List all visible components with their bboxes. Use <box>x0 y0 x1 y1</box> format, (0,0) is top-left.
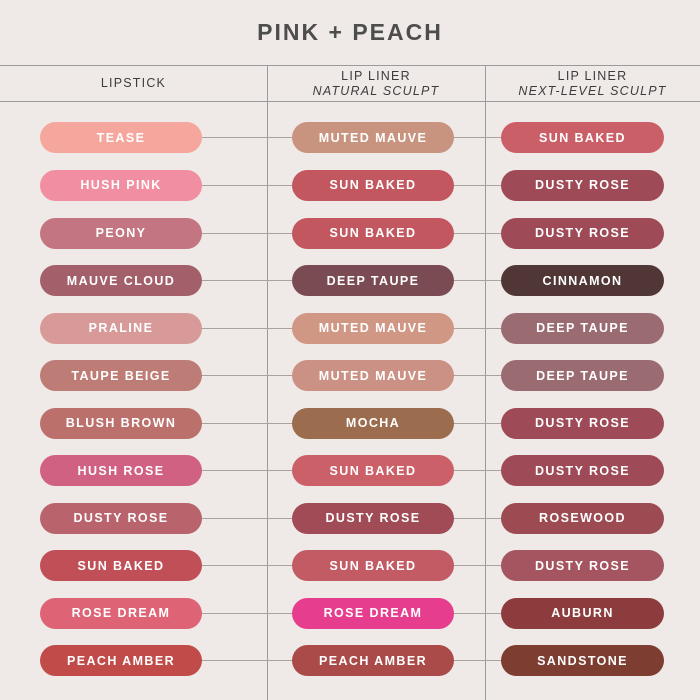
shade-swatch-label: SUN BAKED <box>539 130 626 145</box>
shade-swatch-label: DEEP TAUPE <box>536 321 629 336</box>
shade-swatch-label: SUN BAKED <box>329 226 417 240</box>
shade-swatch: SUN BAKED <box>292 217 454 249</box>
shade-swatch-label: ROSE DREAM <box>323 606 423 621</box>
shade-row: TEASE MUTED MAUVE SUN BAKED <box>0 122 700 154</box>
shade-swatch-label: MAUVE CLOUD <box>66 273 176 288</box>
shade-swatch-label: DEEP TAUPE <box>326 273 420 288</box>
shade-swatch-label: HUSH ROSE <box>77 463 165 478</box>
shade-swatch-label: PEACH AMBER <box>67 653 175 668</box>
shade-swatch: SANDSTONE <box>501 645 664 677</box>
shade-swatch-label: HUSH PINK <box>80 178 162 193</box>
column-header-sublabel: NEXT-LEVEL SCULPT <box>518 83 667 98</box>
shade-swatch: DEEP TAUPE <box>501 360 664 392</box>
shade-swatch-label: MUTED MAUVE <box>318 368 428 383</box>
column-header-label: LIP LINER <box>557 68 628 83</box>
shade-swatch-label: ROSEWOOD <box>539 511 626 526</box>
shade-swatch-label: SANDSTONE <box>537 653 628 668</box>
shade-swatch: DUSTY ROSE <box>501 169 664 201</box>
column-header-label: LIP LINER <box>341 68 411 83</box>
shade-swatch: MUTED MAUVE <box>292 360 454 392</box>
shade-swatch: ROSE DREAM <box>292 597 454 629</box>
shade-row: ROSE DREAM ROSE DREAM AUBURN <box>0 597 700 629</box>
shade-swatch-label: AUBURN <box>551 606 614 621</box>
shade-row: BLUSH BROWN MOCHA DUSTY ROSE <box>0 407 700 439</box>
shade-swatch-label: BLUSH BROWN <box>65 416 177 431</box>
shade-swatch-label: CINNAMON <box>542 273 623 288</box>
shade-row: PEACH AMBER PEACH AMBER SANDSTONE <box>0 645 700 677</box>
chart-title: PINK + PEACH <box>257 19 443 45</box>
shade-row: HUSH PINK SUN BAKED DUSTY ROSE <box>0 169 700 201</box>
shade-swatch: PRALINE <box>40 312 202 344</box>
shade-swatch-label: SUN BAKED <box>329 558 417 573</box>
shade-swatch: DUSTY ROSE <box>501 455 664 487</box>
shade-swatch: HUSH PINK <box>40 169 202 201</box>
shade-swatch: SUN BAKED <box>501 122 664 154</box>
shade-swatch: DEEP TAUPE <box>292 265 454 297</box>
column-header-label: LIPSTICK <box>100 76 167 90</box>
shade-swatch: ROSE DREAM <box>40 597 202 629</box>
shade-swatch-label: DEEP TAUPE <box>536 368 629 383</box>
shade-swatch-label: SUN BAKED <box>329 463 417 478</box>
shade-row: PRALINE MUTED MAUVE DEEP TAUPE <box>0 312 700 344</box>
shade-swatch: DUSTY ROSE <box>501 407 664 439</box>
shade-swatch-label: DUSTY ROSE <box>325 511 421 526</box>
column-header-sublabel: NATURAL SCULPT <box>312 83 440 98</box>
shade-swatch: CINNAMON <box>501 265 664 297</box>
column-header-natural-sculpt: LIP LINER NATURAL SCULPT <box>267 66 485 101</box>
shade-swatch: BLUSH BROWN <box>40 407 202 439</box>
shade-row: MAUVE CLOUD DEEP TAUPE CINNAMON <box>0 265 700 297</box>
shade-swatch: SUN BAKED <box>40 550 202 582</box>
shade-swatch-label: DUSTY ROSE <box>73 511 169 526</box>
shade-swatch: HUSH ROSE <box>40 455 202 487</box>
shade-swatch: DUSTY ROSE <box>501 217 664 249</box>
shade-swatch-label: MOCHA <box>345 416 401 431</box>
shade-swatch: MOCHA <box>292 407 454 439</box>
shade-swatch-label: DUSTY ROSE <box>534 463 631 478</box>
shade-swatch-label: SUN BAKED <box>77 558 165 573</box>
shade-row: TAUPE BEIGE MUTED MAUVE DEEP TAUPE <box>0 360 700 392</box>
shade-swatch-label: TAUPE BEIGE <box>71 368 171 383</box>
shade-swatch: ROSEWOOD <box>501 502 664 534</box>
shade-row: SUN BAKED SUN BAKED DUSTY ROSE <box>0 550 700 582</box>
shade-swatch-label: TEASE <box>96 130 146 145</box>
shade-swatch-label: DUSTY ROSE <box>534 178 631 193</box>
header-bottom-rule <box>0 101 700 102</box>
shade-swatch: TAUPE BEIGE <box>40 360 202 392</box>
shade-row: HUSH ROSE SUN BAKED DUSTY ROSE <box>0 455 700 487</box>
column-divider-2 <box>485 65 486 700</box>
header-top-rule <box>0 65 700 66</box>
shade-swatch-label: DUSTY ROSE <box>534 226 631 240</box>
shade-swatch: DUSTY ROSE <box>40 502 202 534</box>
shade-swatch: SUN BAKED <box>292 169 454 201</box>
column-header-lipstick: LIPSTICK <box>0 66 267 101</box>
shade-swatch-label: PEONY <box>95 226 147 240</box>
shade-swatch: DEEP TAUPE <box>501 312 664 344</box>
shade-swatch: MUTED MAUVE <box>292 122 454 154</box>
shade-swatch: PEACH AMBER <box>40 645 202 677</box>
column-header-next-level-sculpt: LIP LINER NEXT-LEVEL SCULPT <box>485 66 700 101</box>
shade-row: PEONY SUN BAKED DUSTY ROSE <box>0 217 700 249</box>
shade-swatch: SUN BAKED <box>292 550 454 582</box>
shade-swatch-label: PRALINE <box>88 321 154 336</box>
shade-swatch: MUTED MAUVE <box>292 312 454 344</box>
shade-swatch-label: MUTED MAUVE <box>318 321 428 336</box>
shade-swatch: PEACH AMBER <box>292 645 454 677</box>
shade-swatch: PEONY <box>40 217 202 249</box>
shade-swatch-label: MUTED MAUVE <box>318 130 428 145</box>
shade-swatch: TEASE <box>40 122 202 154</box>
shade-swatch: DUSTY ROSE <box>501 550 664 582</box>
column-divider-1 <box>267 65 268 700</box>
shade-swatch-label: ROSE DREAM <box>71 606 171 621</box>
shade-swatch-label: DUSTY ROSE <box>534 416 631 431</box>
shade-swatch: AUBURN <box>501 597 664 629</box>
shade-swatch-label: DUSTY ROSE <box>534 558 631 573</box>
shade-swatch-label: PEACH AMBER <box>319 653 427 668</box>
shade-row: DUSTY ROSE DUSTY ROSE ROSEWOOD <box>0 502 700 534</box>
shade-swatch: SUN BAKED <box>292 455 454 487</box>
shade-swatch: MAUVE CLOUD <box>40 265 202 297</box>
shade-swatch-label: SUN BAKED <box>329 178 417 193</box>
shade-swatch: DUSTY ROSE <box>292 502 454 534</box>
